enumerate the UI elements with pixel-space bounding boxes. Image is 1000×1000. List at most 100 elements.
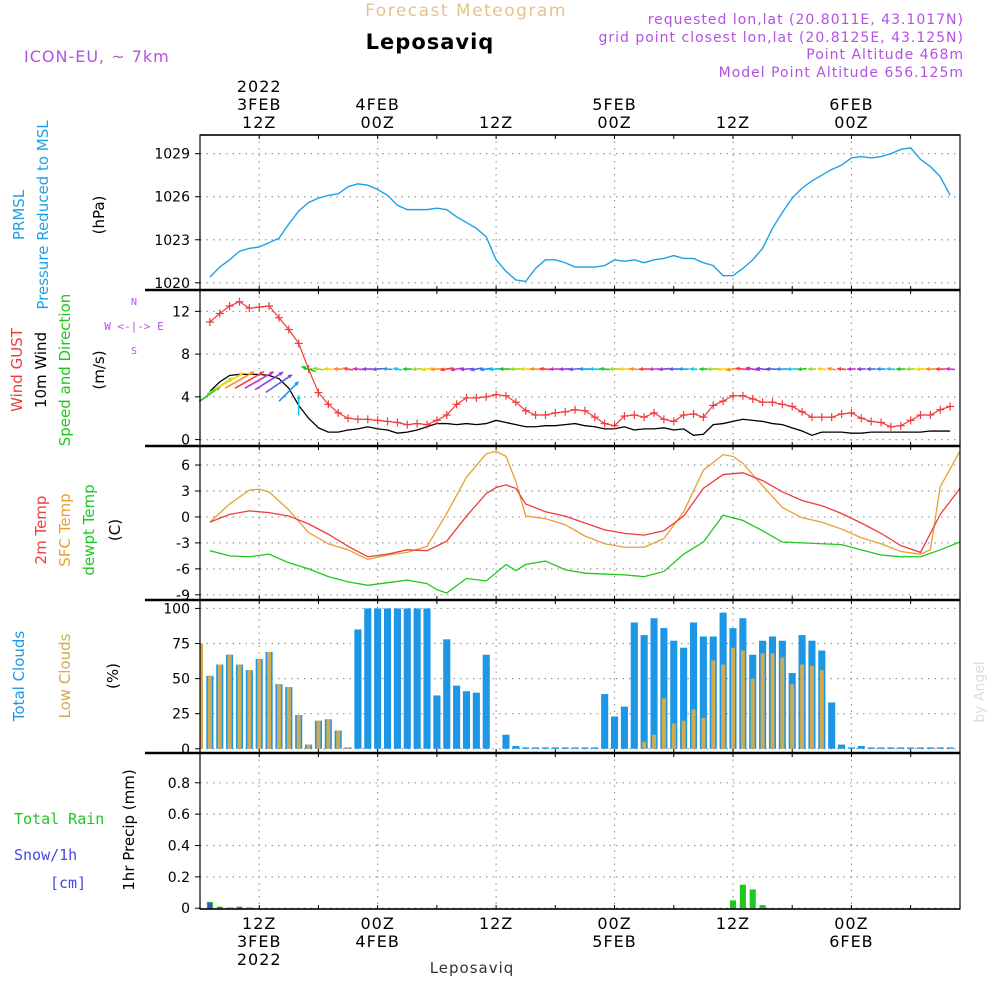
total-cloud-bar — [630, 622, 638, 749]
wind-direction-arrow — [925, 366, 936, 372]
arrow-head — [766, 366, 771, 372]
wind-gust-marker — [521, 406, 530, 415]
total-cloud-bar — [907, 747, 915, 749]
wind-gust-marker — [215, 309, 224, 318]
top-axis-label: 12Z — [479, 113, 513, 132]
rain-bar — [739, 884, 746, 909]
wind-gust-marker — [334, 408, 343, 417]
arrow-head — [648, 366, 653, 372]
wind-gust-marker — [669, 417, 678, 426]
total-cloud-bar — [601, 694, 609, 749]
arrow-head — [294, 381, 299, 386]
ytick-label: 0.8 — [168, 776, 190, 792]
low-cloud-bar — [790, 684, 795, 749]
ytick-label: 4 — [181, 390, 190, 406]
arrow-head — [269, 371, 274, 376]
total-cloud-bar — [413, 608, 421, 749]
arrow-head — [239, 372, 244, 377]
low-cloud-bar — [750, 678, 755, 749]
pressure-labels: PRMSL Pressure Reduced to MSL (hPa) — [10, 120, 108, 310]
total-cloud-bar — [403, 608, 411, 749]
wind-direction-arrow — [856, 366, 866, 372]
bottom-axis-label: 6FEB — [829, 932, 873, 951]
wind-direction-arrow — [460, 367, 473, 372]
total-rain-label: Total Rain — [14, 810, 104, 828]
wind-direction-arrow — [589, 366, 601, 372]
cloud-labels: Total Clouds Low Clouds (%) — [10, 631, 122, 723]
bottom-axis-label: 2022 — [237, 950, 282, 969]
arrow-head — [668, 366, 673, 372]
wind-direction-arrow — [886, 366, 896, 372]
arrow-head — [343, 366, 348, 372]
panel-frame — [199, 752, 961, 910]
arrow-head — [402, 366, 407, 372]
ytick-label: 1026 — [154, 190, 190, 206]
arrow-head — [382, 366, 387, 372]
point-altitude: Point Altitude 468m — [806, 47, 964, 63]
wind-gust-marker — [788, 402, 797, 411]
compass-s: S — [131, 346, 137, 357]
wind-direction-arrow — [776, 366, 789, 372]
total-cloud-bar — [689, 622, 698, 749]
low-cloud-bar — [247, 670, 252, 749]
wind-gust-marker — [630, 411, 639, 420]
low-cloud-bar — [267, 651, 272, 749]
panel-precipitation: 0 0.2 0.4 0.6 0.8 — [168, 752, 961, 917]
watermark: by Angel — [972, 661, 988, 722]
arrow-head — [638, 366, 643, 372]
wind-direction-arrow — [244, 370, 275, 390]
arrow-head — [935, 366, 940, 372]
wind-gust-marker — [501, 391, 510, 400]
arrow-head — [925, 366, 930, 372]
ytick-label: 0.6 — [168, 807, 190, 823]
wind-direction-arrow — [668, 366, 679, 372]
wind-gust-marker — [748, 394, 757, 403]
arrow-head — [489, 367, 494, 372]
rain-bar — [759, 905, 766, 909]
low-cloud-bar — [217, 664, 222, 749]
wind-direction-arrow — [520, 366, 532, 372]
cloud-unit-label: (%) — [104, 663, 122, 689]
total-cloud-bar — [532, 747, 540, 749]
low-cloud-bar — [326, 719, 331, 749]
wind-gust-marker — [768, 398, 777, 407]
snow-bar — [207, 902, 212, 909]
snow-bar — [237, 907, 242, 909]
wind-direction-arrow — [539, 366, 552, 372]
arrow-head — [372, 367, 377, 372]
total-cloud-bar — [541, 747, 550, 749]
wind-gust-marker — [294, 339, 303, 348]
wind-gust-marker — [758, 398, 767, 407]
total-cloud-bar — [857, 745, 865, 749]
wind-gust-marker — [442, 411, 451, 420]
wind-direction-arrow — [618, 366, 631, 372]
rain-bar — [236, 906, 243, 909]
total-cloud-bar — [867, 747, 875, 749]
total-cloud-bar — [916, 747, 925, 749]
wind-gust-marker — [827, 413, 836, 422]
wind-gust-marker — [482, 392, 491, 401]
total-cloud-bar — [847, 747, 855, 749]
wind-direction-arrow — [935, 366, 946, 372]
arrow-shaft — [265, 373, 293, 394]
wind-direction-arrow — [333, 366, 343, 372]
wind-direction-arrow — [716, 367, 730, 372]
wind-gust-marker — [600, 419, 609, 428]
arrow-shaft — [214, 371, 245, 390]
arrow-head — [707, 366, 712, 372]
total-cloud-bar — [512, 745, 520, 749]
low-cloud-bar — [346, 747, 351, 749]
ytick-label: -6 — [176, 562, 190, 578]
low-cloud-bar — [652, 734, 657, 749]
pressure-unit-label: (hPa) — [90, 196, 108, 235]
total-cloud-bar — [610, 716, 619, 749]
total-cloud-bar — [443, 639, 451, 749]
arrow-head — [362, 366, 367, 372]
wind-direction-arrow — [301, 365, 316, 373]
bottom-location-label: Leposaviq — [430, 959, 515, 977]
panel-pressure: 1020 1023 1026 1029 — [154, 134, 961, 292]
arrow-head — [726, 367, 731, 372]
wind-direction-arrow — [808, 366, 816, 372]
wind-direction-arrow — [323, 366, 333, 372]
